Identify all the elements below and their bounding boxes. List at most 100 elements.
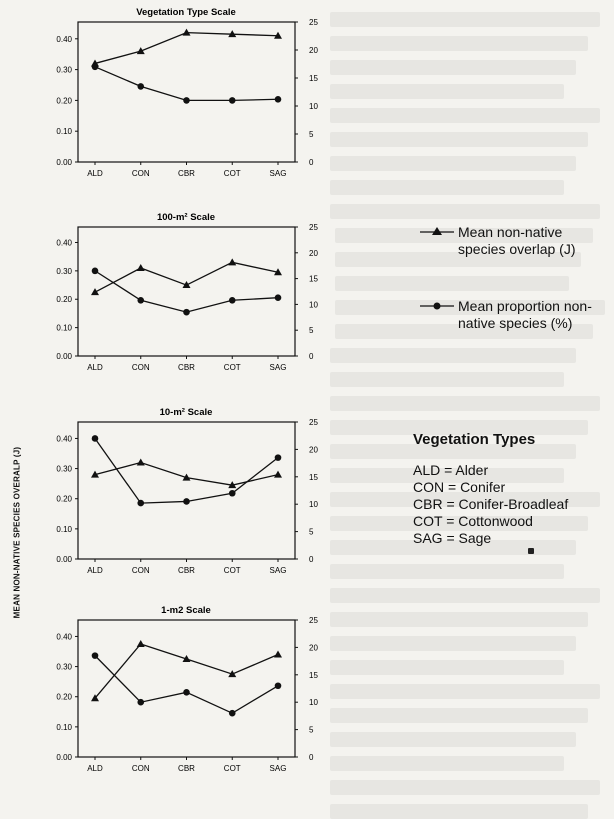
data-point-circle bbox=[183, 97, 190, 104]
legend-label-overlap-1: Mean non-native bbox=[458, 224, 563, 240]
data-point-triangle bbox=[182, 281, 191, 289]
data-point-triangle bbox=[182, 473, 191, 481]
right-tick-label: 20 bbox=[309, 445, 318, 454]
legend: Mean non-native species overlap (J) Mean… bbox=[420, 224, 610, 332]
left-tick-label: 0.20 bbox=[56, 495, 72, 504]
background-text-line bbox=[330, 804, 588, 819]
vegetation-types-key: Vegetation Types ALD = Alder CON = Conif… bbox=[413, 431, 613, 547]
x-tick-label: SAG bbox=[270, 363, 287, 372]
right-tick-label: 5 bbox=[309, 726, 314, 735]
data-point-triangle bbox=[274, 650, 282, 658]
data-point-triangle bbox=[136, 458, 145, 466]
data-point-circle bbox=[274, 682, 282, 690]
x-tick-label: SAG bbox=[270, 764, 287, 773]
x-tick-label: ALD bbox=[87, 764, 103, 773]
left-tick-label: 0.30 bbox=[56, 465, 72, 474]
data-point-triangle bbox=[274, 268, 282, 276]
left-tick-label: 0.10 bbox=[56, 324, 72, 333]
data-point-circle bbox=[137, 698, 145, 706]
x-tick-label: CBR bbox=[178, 169, 195, 178]
left-tick-label: 0.20 bbox=[56, 693, 72, 702]
right-tick-label: 15 bbox=[309, 473, 318, 482]
circle-marker-icon bbox=[420, 302, 454, 310]
stray-mark bbox=[528, 548, 534, 554]
legend-item-proportion: Mean proportion non- native species (%) bbox=[420, 298, 610, 332]
series-line-proportion bbox=[94, 438, 279, 504]
vegetation-type-item: CON = Conifer bbox=[413, 479, 506, 495]
data-point-triangle bbox=[136, 264, 145, 272]
right-tick-label: 0 bbox=[309, 555, 314, 564]
data-point-circle bbox=[137, 296, 145, 304]
right-tick-label: 15 bbox=[309, 74, 318, 83]
right-tick-label: 5 bbox=[309, 130, 314, 139]
right-tick-label: 10 bbox=[309, 500, 318, 509]
vegetation-type-item: ALD = Alder bbox=[413, 462, 489, 478]
data-point-circle bbox=[91, 435, 99, 442]
data-point-circle bbox=[183, 308, 190, 316]
data-point-triangle bbox=[136, 47, 145, 55]
plot-frame bbox=[77, 226, 296, 357]
data-point-circle bbox=[228, 296, 236, 304]
data-point-circle bbox=[228, 489, 236, 497]
data-point-circle bbox=[228, 97, 236, 104]
right-tick-label: 20 bbox=[309, 249, 318, 258]
y-axis-title: MEAN NON-NATIVE SPECIES OVERALP (J) bbox=[12, 446, 22, 619]
x-tick-label: ALD bbox=[87, 566, 103, 575]
series-line-overlap bbox=[94, 31, 279, 65]
data-point-triangle bbox=[228, 258, 237, 266]
plot-frame bbox=[77, 619, 296, 758]
triangle-marker-icon bbox=[420, 227, 454, 235]
data-point-circle bbox=[183, 689, 190, 696]
left-tick-label: 0.00 bbox=[56, 352, 72, 361]
legend-item-overlap: Mean non-native species overlap (J) bbox=[420, 224, 610, 258]
x-tick-label: SAG bbox=[270, 566, 287, 575]
series-line-proportion bbox=[94, 66, 279, 102]
data-point-triangle bbox=[91, 694, 99, 702]
chart-title: Vegetation Type Scale bbox=[136, 7, 236, 18]
data-point-circle bbox=[91, 63, 99, 71]
x-tick-label: COT bbox=[224, 566, 241, 575]
x-tick-label: COT bbox=[224, 764, 241, 773]
data-point-circle bbox=[274, 454, 282, 461]
right-tick-label: 25 bbox=[309, 418, 318, 427]
left-tick-label: 0.00 bbox=[56, 158, 72, 167]
data-point-triangle bbox=[136, 639, 145, 647]
data-point-circle bbox=[91, 267, 99, 275]
right-tick-label: 0 bbox=[309, 753, 314, 762]
plot-frame bbox=[77, 421, 296, 560]
x-tick-label: CBR bbox=[178, 566, 195, 575]
x-tick-label: ALD bbox=[87, 363, 103, 372]
data-point-circle bbox=[228, 709, 236, 717]
legend-label-proportion-2: native species (%) bbox=[458, 315, 573, 331]
right-tick-label: 15 bbox=[309, 275, 318, 284]
right-tick-label: 25 bbox=[309, 616, 318, 625]
chart-1m2-scale: 1-m2 Scale 0.00 0.10 0.20 0.30 0.40 0 5 10 15 20 25… bbox=[56, 605, 318, 773]
right-tick-label: 25 bbox=[309, 18, 318, 27]
data-point-circle bbox=[137, 83, 145, 90]
data-point-triangle bbox=[274, 470, 282, 478]
vegetation-type-item: COT = Cottonwood bbox=[413, 513, 533, 529]
x-tick-label: SAG bbox=[270, 169, 287, 178]
legend-label-proportion-1: Mean proportion non- bbox=[458, 298, 592, 314]
chart-title: 100-m² Scale bbox=[157, 212, 215, 223]
chart-title: 10-m² Scale bbox=[160, 407, 213, 418]
right-tick-label: 10 bbox=[309, 102, 318, 111]
x-tick-label: COT bbox=[224, 363, 241, 372]
data-point-triangle bbox=[91, 470, 99, 478]
left-tick-label: 0.10 bbox=[56, 127, 72, 136]
right-tick-label: 5 bbox=[309, 528, 314, 537]
data-point-circle bbox=[183, 498, 190, 505]
x-tick-label: COT bbox=[224, 169, 241, 178]
left-tick-label: 0.40 bbox=[56, 35, 72, 44]
x-tick-label: CON bbox=[132, 169, 150, 178]
right-tick-label: 20 bbox=[309, 643, 318, 652]
data-point-triangle bbox=[228, 481, 237, 489]
plot-frame bbox=[77, 21, 296, 163]
left-tick-label: 0.10 bbox=[56, 525, 72, 534]
x-tick-label: ALD bbox=[87, 169, 103, 178]
background-text-line bbox=[330, 180, 564, 195]
data-point-circle bbox=[91, 652, 99, 659]
left-tick-label: 0.20 bbox=[56, 295, 72, 304]
left-tick-label: 0.40 bbox=[56, 238, 72, 247]
chart-title: 1-m2 Scale bbox=[161, 605, 211, 616]
